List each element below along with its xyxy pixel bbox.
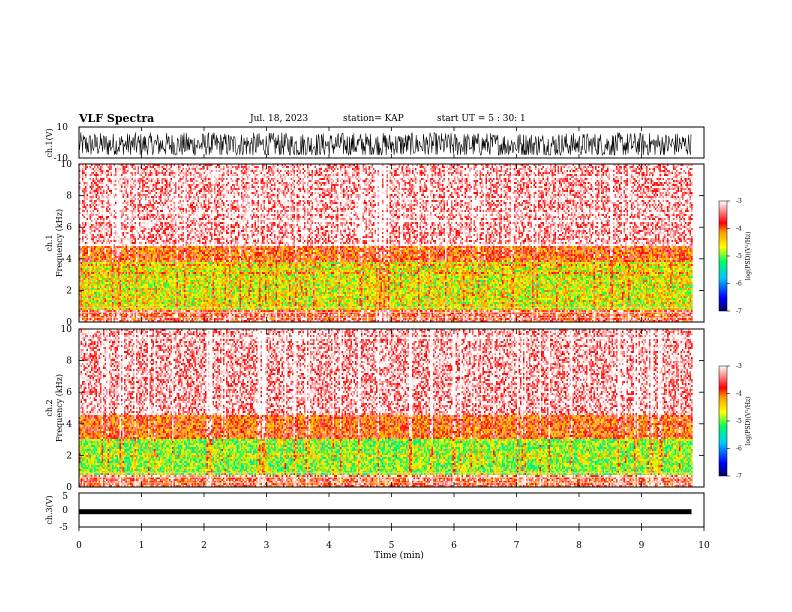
colorbar-ch1-scale bbox=[719, 201, 727, 311]
time-tick-label: 2 bbox=[201, 541, 207, 551]
cb1ticks-label: -3 bbox=[736, 198, 742, 205]
colorbar-ch2-label: log(PSD)(V²/Hz) bbox=[745, 397, 752, 446]
ch1-spectrogram bbox=[79, 164, 693, 322]
ch1-spec-ylabel-top: ch.1 bbox=[45, 234, 54, 251]
ch3-waveform-panel: 5 0 -5 ch.3(V) bbox=[45, 492, 704, 533]
cb1ticks-label: -5 bbox=[736, 253, 742, 260]
time-tick-label: 5 bbox=[389, 541, 395, 551]
colorbar-ch1-label: log(PSD)(V²/Hz) bbox=[745, 232, 752, 281]
cb1ticks-label: -6 bbox=[736, 281, 742, 288]
ch1-waveform-trace bbox=[79, 133, 691, 155]
spec2-ytick-label: 6 bbox=[66, 388, 72, 398]
ch3-waveform bbox=[79, 509, 692, 514]
spec1-ytick-label: 6 bbox=[66, 223, 72, 233]
time-tick-label: 3 bbox=[264, 541, 270, 551]
time-tick-label: 9 bbox=[639, 541, 645, 551]
ch1-ytick-top: 10 bbox=[57, 123, 69, 133]
cb2ticks-label: -7 bbox=[736, 473, 742, 480]
cb2ticks-label: -3 bbox=[736, 363, 742, 370]
cb1ticks-label: -4 bbox=[736, 226, 742, 233]
spec2-ytick-label: 2 bbox=[66, 451, 72, 461]
ch1-spec-ylabel: Frequency (kHz) bbox=[55, 209, 64, 277]
ch1-waveform bbox=[79, 133, 691, 155]
time-axis: 0 1 2 3 4 5 6 7 8 9 10 bbox=[76, 527, 710, 551]
colorbar-ch2: -3 -4 -5 -6 -7 log(PSD)(V²/Hz) bbox=[719, 363, 752, 480]
time-tick-label: 4 bbox=[326, 541, 332, 551]
spec1-ytick-label: 2 bbox=[66, 286, 72, 296]
ch2-spec-ylabel-top: ch.2 bbox=[45, 399, 54, 416]
ch1-ylabel: ch.1(V) bbox=[45, 128, 54, 157]
ch2-spec-ylabel: Frequency (kHz) bbox=[55, 374, 64, 442]
colorbar-ch1: -3 -4 -5 -6 -7 log(PSD)(V²/Hz) bbox=[719, 198, 752, 315]
spec1-ytick-label: 4 bbox=[66, 255, 72, 265]
cb1ticks-label: -7 bbox=[736, 308, 742, 315]
time-tick-label: 1 bbox=[139, 541, 145, 551]
vlf-figure: 10 -10 ch.1(V) 0246810 ch.1 Frequency (k… bbox=[0, 0, 792, 612]
time-axis-label: Time (min) bbox=[374, 550, 424, 561]
time-tick-label: 6 bbox=[451, 541, 457, 551]
spec1-ytick-label: 8 bbox=[66, 192, 72, 202]
colorbar-ch2-scale bbox=[719, 366, 727, 476]
ch3-ytick-bottom: -5 bbox=[59, 523, 68, 533]
cb2ticks-label: -4 bbox=[736, 391, 742, 398]
spec2-ytick-label: 4 bbox=[66, 420, 72, 430]
ch3-ytick-mid: 0 bbox=[62, 506, 68, 516]
time-tick-label: 8 bbox=[576, 541, 582, 551]
cb2ticks-label: -5 bbox=[736, 418, 742, 425]
ch2-spectrogram bbox=[79, 329, 693, 487]
ch3-ylabel: ch.3(V) bbox=[45, 495, 54, 524]
spec2-ytick-label: 10 bbox=[61, 325, 73, 335]
cb2ticks-label: -6 bbox=[736, 446, 742, 453]
time-tick-label: 10 bbox=[698, 541, 710, 551]
ch3-ytick-top: 5 bbox=[62, 492, 68, 502]
spec2-ytick-label: 8 bbox=[66, 357, 72, 367]
time-tick-label: 0 bbox=[76, 541, 82, 551]
ch1-waveform-panel: 10 -10 ch.1(V) bbox=[45, 123, 704, 164]
time-tick-label: 7 bbox=[514, 541, 520, 551]
spec1-ytick-label: 10 bbox=[61, 160, 73, 170]
